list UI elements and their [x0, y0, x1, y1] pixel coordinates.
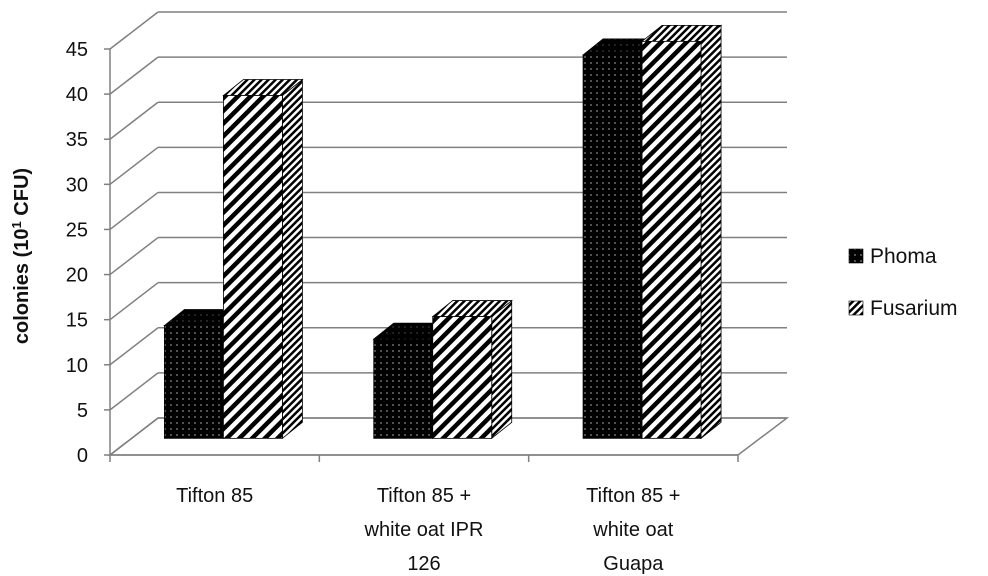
legend: Phoma Fusarium	[848, 245, 958, 320]
y-tick-label: 35	[66, 129, 88, 151]
gridline-side	[109, 372, 159, 411]
y-tick-labels: 0 5 10 15 20 25 30 35 40 45	[66, 39, 88, 467]
bar-fusarium-2	[431, 299, 513, 440]
y-tick-label: 0	[77, 445, 88, 467]
legend-swatch-fusarium	[848, 300, 864, 316]
bar-fusarium-1	[222, 78, 304, 440]
bar-front	[432, 316, 493, 439]
category-labels: Tifton 85 Tifton 85 + white oat IPR 126 Tift…	[176, 485, 680, 575]
y-tick-label: 30	[66, 174, 88, 196]
gridline-side	[109, 236, 159, 276]
bar-side	[491, 299, 513, 440]
gridline-side	[109, 417, 159, 456]
category-label: Tifton 85	[176, 485, 253, 507]
y-tick-label: 40	[66, 84, 88, 106]
legend-label-fusarium: Fusarium	[870, 297, 958, 320]
gridline-side	[109, 191, 159, 231]
y-tick-label: 20	[66, 265, 88, 287]
gridline-side	[109, 282, 159, 321]
category-label: 126	[407, 553, 440, 575]
gridline-side	[109, 327, 159, 366]
y-tick-label: 25	[66, 219, 88, 241]
category-label: white oat IPR	[364, 519, 484, 541]
gridline-side	[109, 146, 159, 185]
category-label: Tifton 85 +	[377, 485, 471, 507]
gridline-side	[109, 11, 159, 50]
axes	[104, 48, 739, 462]
bars	[163, 24, 723, 440]
bar-fusarium-3	[640, 24, 723, 440]
bar-front	[163, 325, 224, 439]
bar-side	[281, 78, 303, 440]
y-tick-label: 15	[66, 310, 88, 332]
bar-side	[700, 24, 722, 440]
gridline-side	[109, 101, 159, 140]
bar-front	[373, 338, 434, 439]
y-tick-label: 10	[66, 355, 88, 377]
legend-label-phoma: Phoma	[870, 245, 937, 268]
legend-swatch-phoma	[848, 248, 864, 264]
bar-front	[222, 95, 283, 439]
y-tick-label: 5	[77, 400, 88, 422]
category-label: Guapa	[603, 553, 664, 575]
category-label: Tifton 85 +	[586, 485, 680, 507]
category-label: white oat	[592, 519, 673, 541]
bar-front	[641, 40, 702, 439]
bar-front	[582, 54, 643, 439]
gridline-side	[109, 56, 159, 95]
y-axis-label: colonies (101 CFU)	[9, 168, 33, 344]
y-tick-label: 45	[66, 39, 88, 61]
